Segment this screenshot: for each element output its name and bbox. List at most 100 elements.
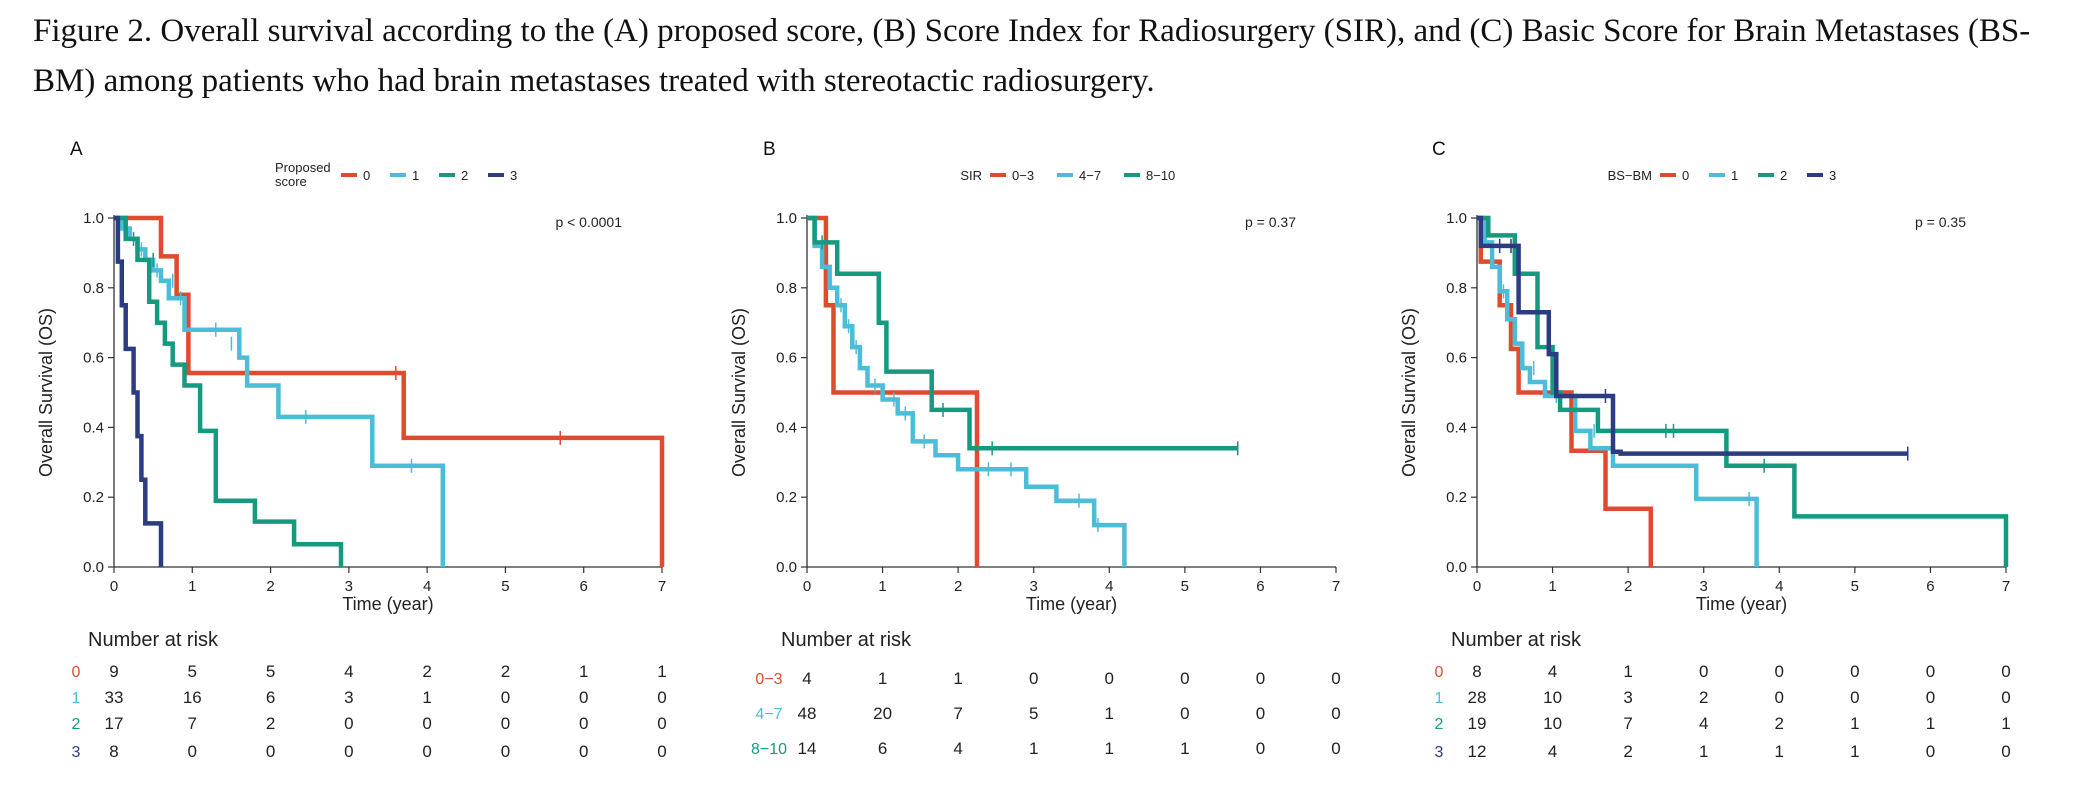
risk-value: 4 [1699,714,1708,733]
risk-value: 6 [878,739,887,758]
risk-value: 1 [953,669,962,688]
series-line-0 [114,215,665,567]
risk-value: 0 [1850,688,1859,707]
x-tick-label: 5 [501,578,509,595]
risk-row-label: 3 [72,744,81,761]
risk-value: 0 [1029,669,1038,688]
legend-entry-2: 2 [1780,168,1787,183]
risk-value: 1 [1029,739,1038,758]
risk-value: 17 [105,714,124,733]
risk-value: 0 [1331,704,1340,723]
x-tick-label: 6 [1926,578,1934,595]
series-line-2 [1477,215,2009,567]
risk-value: 0 [1256,704,1265,723]
y-tick-label: 0.6 [83,350,104,367]
legend-title: BS−BM [1608,168,1652,183]
risk-value: 2 [1699,688,1708,707]
x-axis-label: Time (year) [1026,594,1117,614]
risk-value: 16 [183,688,202,707]
risk-row-label: 1 [1435,690,1444,707]
risk-value: 2 [501,662,510,681]
risk-value: 5 [266,662,275,681]
x-tick-label: 0 [110,578,118,595]
y-tick-label: 0.6 [776,350,797,367]
risk-value: 1 [1699,742,1708,761]
risk-value: 2 [422,662,431,681]
y-tick-label: 0.2 [1446,489,1467,506]
risk-value: 0 [1256,669,1265,688]
risk-value: 4 [1548,742,1557,761]
risk-value: 0 [1331,669,1340,688]
x-tick-label: 0 [1473,578,1481,595]
risk-value: 0 [657,742,666,761]
series-line-3 [114,215,164,567]
legend-entry-2: 8−10 [1146,168,1175,183]
risk-row-label: 0 [72,664,81,681]
risk-value: 0 [1926,688,1935,707]
legend: SIR 0−3 4−7 8−10 [960,168,1175,183]
risk-row-label: 3 [1435,744,1444,761]
legend-entry-0: 0 [1682,168,1689,183]
panel-letter: B [763,139,776,160]
y-tick-label: 0.2 [776,489,797,506]
y-axis-label: Overall Survival (OS) [1399,308,1419,477]
risk-table: Number at risk 0 9 5 5 4 2 2 1 1 1 33 16 6 3 1 0 0 0 2 17 7 2 0… [72,629,667,761]
risk-value: 12 [1468,742,1487,761]
risk-value: 1 [579,662,588,681]
risk-value: 1 [657,662,666,681]
y-tick-label: 0.2 [83,489,104,506]
risk-value: 0 [657,688,666,707]
x-tick-label: 3 [1030,578,1038,595]
risk-value: 1 [1180,739,1189,758]
legend-entry-1: 4−7 [1079,168,1101,183]
risk-value: 0 [2001,688,2010,707]
risk-value: 0 [1775,688,1784,707]
chart-panel-b: B 0 1 2 3 4 5 6 7 0.0 0.2 0.4 0.6 0.8 1.0 Time (year) Ov… [729,139,1341,758]
risk-value: 0 [1699,662,1708,681]
risk-table-title: Number at risk [1451,629,1582,651]
risk-value: 0 [1926,742,1935,761]
risk-value: 33 [105,688,124,707]
risk-value: 20 [873,704,892,723]
series-line-1 [114,215,446,567]
risk-value: 3 [344,688,353,707]
risk-row-label: 4−7 [755,706,782,723]
risk-value: 4 [1548,662,1557,681]
x-tick-label: 7 [1332,578,1340,595]
x-tick-label: 1 [1548,578,1556,595]
y-tick-label: 0.4 [1446,419,1467,436]
risk-value: 0 [1105,669,1114,688]
risk-value: 0 [579,742,588,761]
legend-title: Proposed [275,160,331,175]
x-tick-label: 4 [1775,578,1783,595]
risk-value: 2 [266,714,275,733]
legend-entry-0: 0−3 [1012,168,1034,183]
x-axis-label: Time (year) [1696,594,1787,614]
x-tick-label: 5 [1181,578,1189,595]
risk-value: 0 [1180,669,1189,688]
y-axis-label: Overall Survival (OS) [36,308,56,477]
series-line-2 [807,215,1238,451]
x-tick-label: 7 [658,578,666,595]
risk-value: 0 [1926,662,1935,681]
risk-table-title: Number at risk [88,629,219,651]
risk-value: 0 [344,714,353,733]
risk-value: 7 [1623,714,1632,733]
y-axis-label: Overall Survival (OS) [729,308,749,477]
legend-entry-1: 1 [412,168,419,183]
risk-value: 1 [1850,714,1859,733]
x-tick-label: 1 [188,578,196,595]
risk-value: 3 [1623,688,1632,707]
risk-value: 0 [2001,742,2010,761]
risk-value: 14 [798,739,817,758]
x-tick-label: 2 [1624,578,1632,595]
risk-value: 0 [422,742,431,761]
risk-value: 0 [422,714,431,733]
series-line-3 [1477,215,1908,456]
x-tick-label: 5 [1851,578,1859,595]
x-axis-label: Time (year) [342,594,433,614]
y-tick-label: 0.4 [83,419,104,436]
risk-row-label: 1 [72,690,81,707]
